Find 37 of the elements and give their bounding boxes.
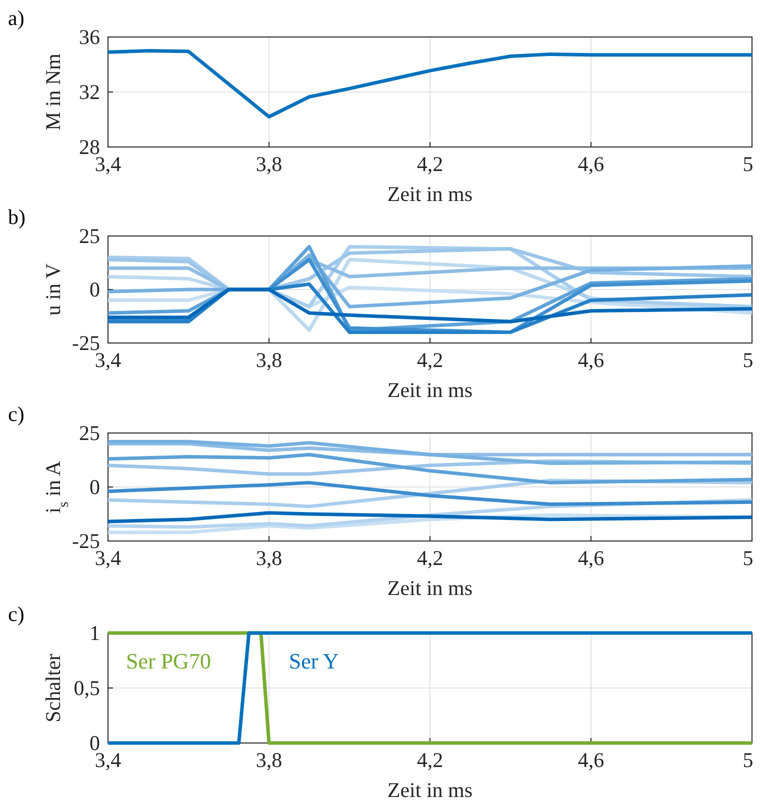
y-axis-title: M in Nm [41,53,65,131]
x-tick-label: 5 [742,546,754,570]
y-axis-title: Schalter [41,654,65,722]
y-tick-label: 0 [90,278,100,302]
x-tick-label: 4,6 [578,348,604,372]
y-tick-label: 25 [79,421,100,445]
x-axis-title: Zeit in ms [387,182,473,206]
x-tick-label: 5 [742,152,754,176]
chart-title: b) [8,205,26,229]
x-tick-label: 4,2 [416,152,444,176]
chart-title: a) [8,6,24,30]
x-tick-label: 3,8 [256,152,282,176]
y-axis-title: u in V [41,263,65,316]
y-tick-label: 1 [90,621,100,645]
x-tick-label: 3,8 [256,748,282,772]
x-axis-title: Zeit in ms [387,778,473,802]
x-tick-label: 4,6 [578,748,604,772]
y-tick-label: 0 [90,475,100,499]
series-label: Ser Y [288,648,339,674]
x-tick-label: 3,8 [256,546,282,570]
x-tick-label: 5 [742,348,754,372]
x-tick-label: 3,8 [256,348,282,372]
x-tick-label: 4,2 [416,748,444,772]
chart-title: c) [8,602,24,626]
y-tick-label: 0,5 [74,676,100,700]
chart-title: c) [8,402,24,426]
x-axis-title: Zeit in ms [387,576,473,600]
series-label: Ser PG70 [126,648,211,674]
y-tick-label: 25 [79,224,100,248]
x-tick-label: 4,2 [416,546,444,570]
y-tick-label: 36 [79,25,100,49]
x-tick-label: 4,2 [416,348,444,372]
x-axis-title: Zeit in ms [387,378,473,402]
y-tick-label: 32 [79,80,100,104]
x-tick-label: 4,6 [578,152,604,176]
x-tick-label: 5 [742,748,754,772]
x-tick-label: 4,6 [578,546,604,570]
